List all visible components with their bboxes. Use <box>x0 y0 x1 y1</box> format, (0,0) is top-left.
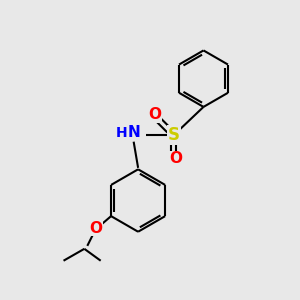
Text: O: O <box>90 220 103 236</box>
Text: N: N <box>127 125 140 140</box>
Text: S: S <box>168 126 180 144</box>
Text: H: H <box>116 126 127 140</box>
Text: O: O <box>170 152 183 166</box>
Text: O: O <box>148 107 161 122</box>
